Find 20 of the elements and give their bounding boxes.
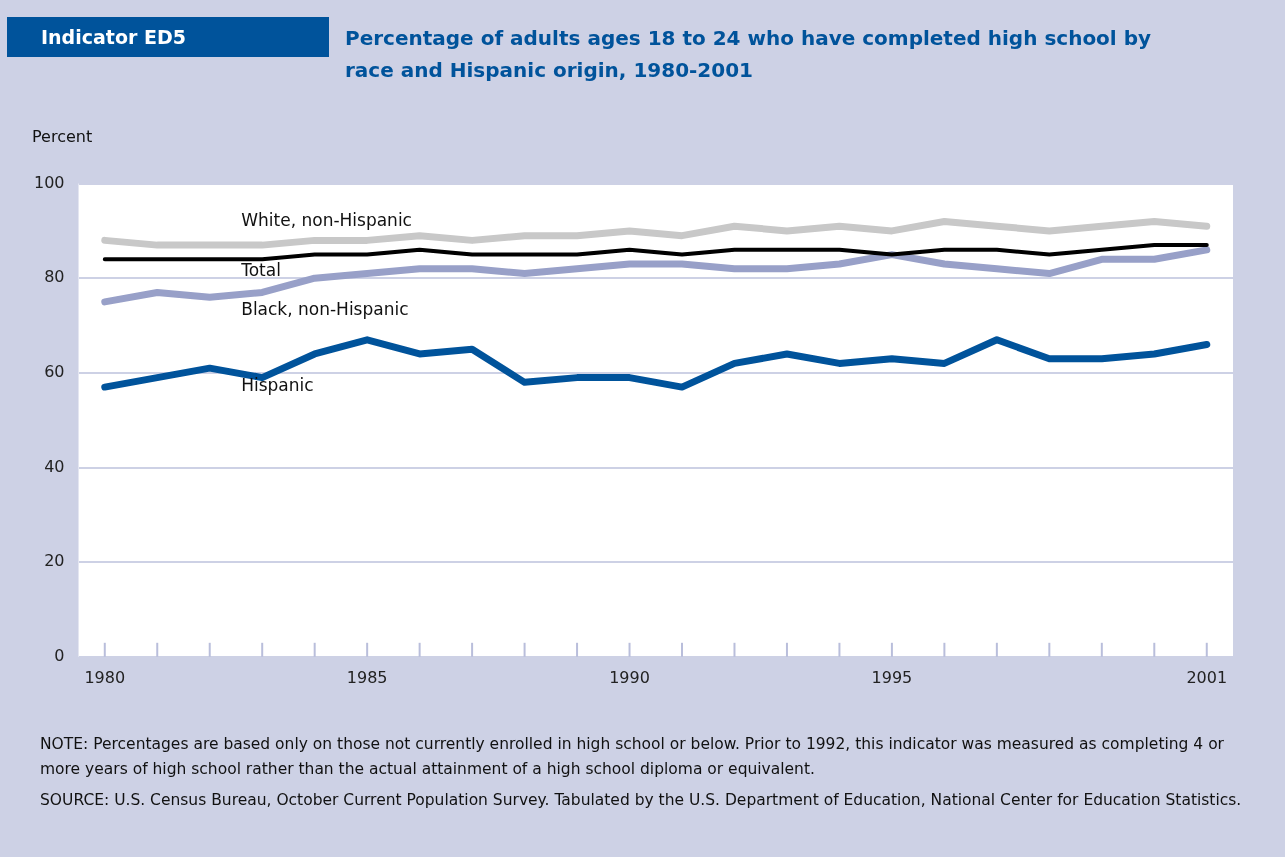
- series-label: Black, non-Hispanic: [241, 299, 409, 320]
- x-tick-label: 1990: [609, 667, 650, 687]
- series-label: White, non-Hispanic: [241, 209, 412, 230]
- source-note: SOURCE: U.S. Census Bureau, October Current Population Survey. Tabulated by the U.S. Department of Education, National Center for Education Statistics.: [40, 790, 1243, 811]
- x-tick-label: 1995: [871, 667, 913, 687]
- x-tick-label: 1980: [84, 667, 126, 687]
- x-tick-label: 1985: [346, 667, 388, 687]
- y-tick-label: 0: [54, 645, 65, 665]
- y-tick-label: 60: [44, 362, 65, 382]
- y-axis-title: Percent: [32, 127, 93, 146]
- y-tick-label: 40: [44, 456, 65, 476]
- text: Indicator ED5: [7, 17, 329, 57]
- y-tick-label: 100: [33, 172, 65, 192]
- y-tick-label: 20: [44, 551, 65, 571]
- x-tick-label: 2001: [1186, 667, 1228, 687]
- series-label: Hispanic: [241, 375, 314, 396]
- chart-title: Percentage of adults ages 18 to 24 who have completed high school by race and Hispanic origin, 1980-2001: [345, 25, 1153, 84]
- y-tick-label: 80: [44, 267, 65, 287]
- series-label: Total: [240, 259, 281, 280]
- text: NOTE: Percentages are based only on those not currently enrolled in high school or below. Prior to 1992, this indicator was measured as completing 4 or more years of high school rather than the actual attainment of a high school diploma or equivalent.: [40, 734, 1225, 780]
